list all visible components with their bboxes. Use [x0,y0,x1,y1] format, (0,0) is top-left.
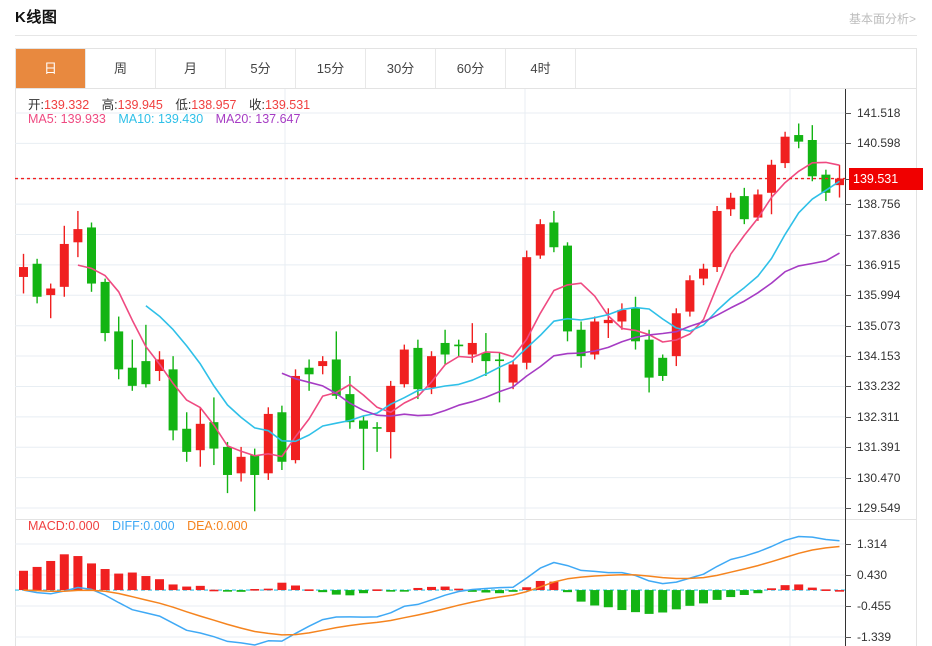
price-tick-mark [845,386,851,388]
tab-3[interactable]: 5分 [226,49,296,88]
open-value: 139.332 [43,98,90,112]
macd-plot[interactable] [15,519,917,646]
ma20-value: 137.647 [255,112,301,126]
macd-tick-label: -1.339 [857,630,892,644]
tab-1[interactable]: 周 [86,49,156,88]
price-tick-mark [845,264,851,266]
price-tick-label: 141.518 [857,106,901,120]
candlestick-plot[interactable] [15,89,917,519]
price-tick-mark [845,447,851,449]
timeframe-tabbar: 日周月 5分 15分 30分 60分 4时 [15,48,917,89]
dea-label: DEA: [187,519,217,533]
ma5-value: 139.933 [60,112,106,126]
ma10-value: 139.430 [157,112,204,126]
macd-tick-label: 0.430 [857,567,888,582]
ma20-label: MA20: [215,112,252,126]
macd-tick-mark [845,606,851,607]
tab-2[interactable]: 月 [156,49,226,88]
price-chart-panel [15,89,917,519]
diff-value: 0.000 [143,519,175,533]
macd-axis-line [845,519,846,646]
price-tick-label: 135.994 [857,288,901,303]
macd-tick-label: 1.314 [857,537,888,551]
price-tick-mark [845,295,851,297]
fundamental-analysis-link[interactable]: 基本面分析> [848,12,916,26]
ma10-label: MA10: [118,112,155,126]
high-value: 139.945 [117,98,163,112]
price-tick-mark [845,143,851,145]
tabbar-filler [576,49,916,88]
macd-label: MACD: [28,519,69,533]
price-tick-label: 133.232 [857,379,901,394]
price-tick-mark [845,325,851,327]
price-tick-mark [845,178,851,180]
ohlc-legend: 开:139.332 高:139.945 低:138.957 收:139.531 [28,94,310,113]
price-tick-mark [845,508,851,509]
low-label: 低: [175,98,192,112]
price-tick-label: 130.470 [857,470,901,485]
current-price-badge: 139.531 [849,167,923,190]
tab-5[interactable]: 30分 [366,49,436,88]
ma5-label: MA5: [28,112,58,126]
low-value: 138.957 [191,98,237,112]
price-tick-label: 131.391 [857,440,901,455]
macd-tick-mark [845,544,851,545]
price-axis-line [845,89,846,519]
page-title: K线图 [15,9,58,26]
tab-0[interactable]: 日 [16,49,86,88]
price-tick-label: 140.598 [857,136,901,151]
price-tick-label: 138.756 [857,197,901,212]
macd-chart-panel [15,519,917,646]
tab-4[interactable]: 15分 [296,49,366,88]
moving-average-legend: MA5: 139.933 MA10: 139.430 MA20: 137.647 [28,112,300,126]
tab-6[interactable]: 60分 [436,49,506,88]
page-header: K线图 基本面分析> [0,0,932,36]
price-tick-label: 137.836 [857,227,901,242]
open-label: 开: [28,98,44,112]
tab-7[interactable]: 4时 [506,49,576,88]
close-label: 收: [248,98,265,112]
dea-value: 0.000 [216,519,248,533]
price-tick-label: 135.073 [857,318,901,333]
macd-tick-label: -0.455 [857,599,892,613]
close-value: 139.531 [264,98,311,112]
price-tick-mark [845,477,851,479]
macd-tick-mark [845,637,851,638]
high-label: 高: [101,98,118,112]
price-tick-label: 132.311 [857,409,900,424]
price-tick-mark [845,204,851,206]
price-tick-mark [845,356,851,358]
price-tick-mark [845,113,851,114]
price-tick-label: 129.549 [857,501,901,515]
price-tick-mark [845,416,851,418]
price-tick-mark [845,234,851,236]
price-tick-label: 134.153 [857,349,901,364]
macd-legend: MACD:0.000 DIFF:0.000 DEA:0.000 [28,519,248,533]
price-tick-label: 136.915 [857,257,901,272]
diff-label: DIFF: [112,519,144,533]
macd-tick-mark [845,574,851,576]
macd-value: 0.000 [68,519,100,533]
header-divider [15,35,917,36]
